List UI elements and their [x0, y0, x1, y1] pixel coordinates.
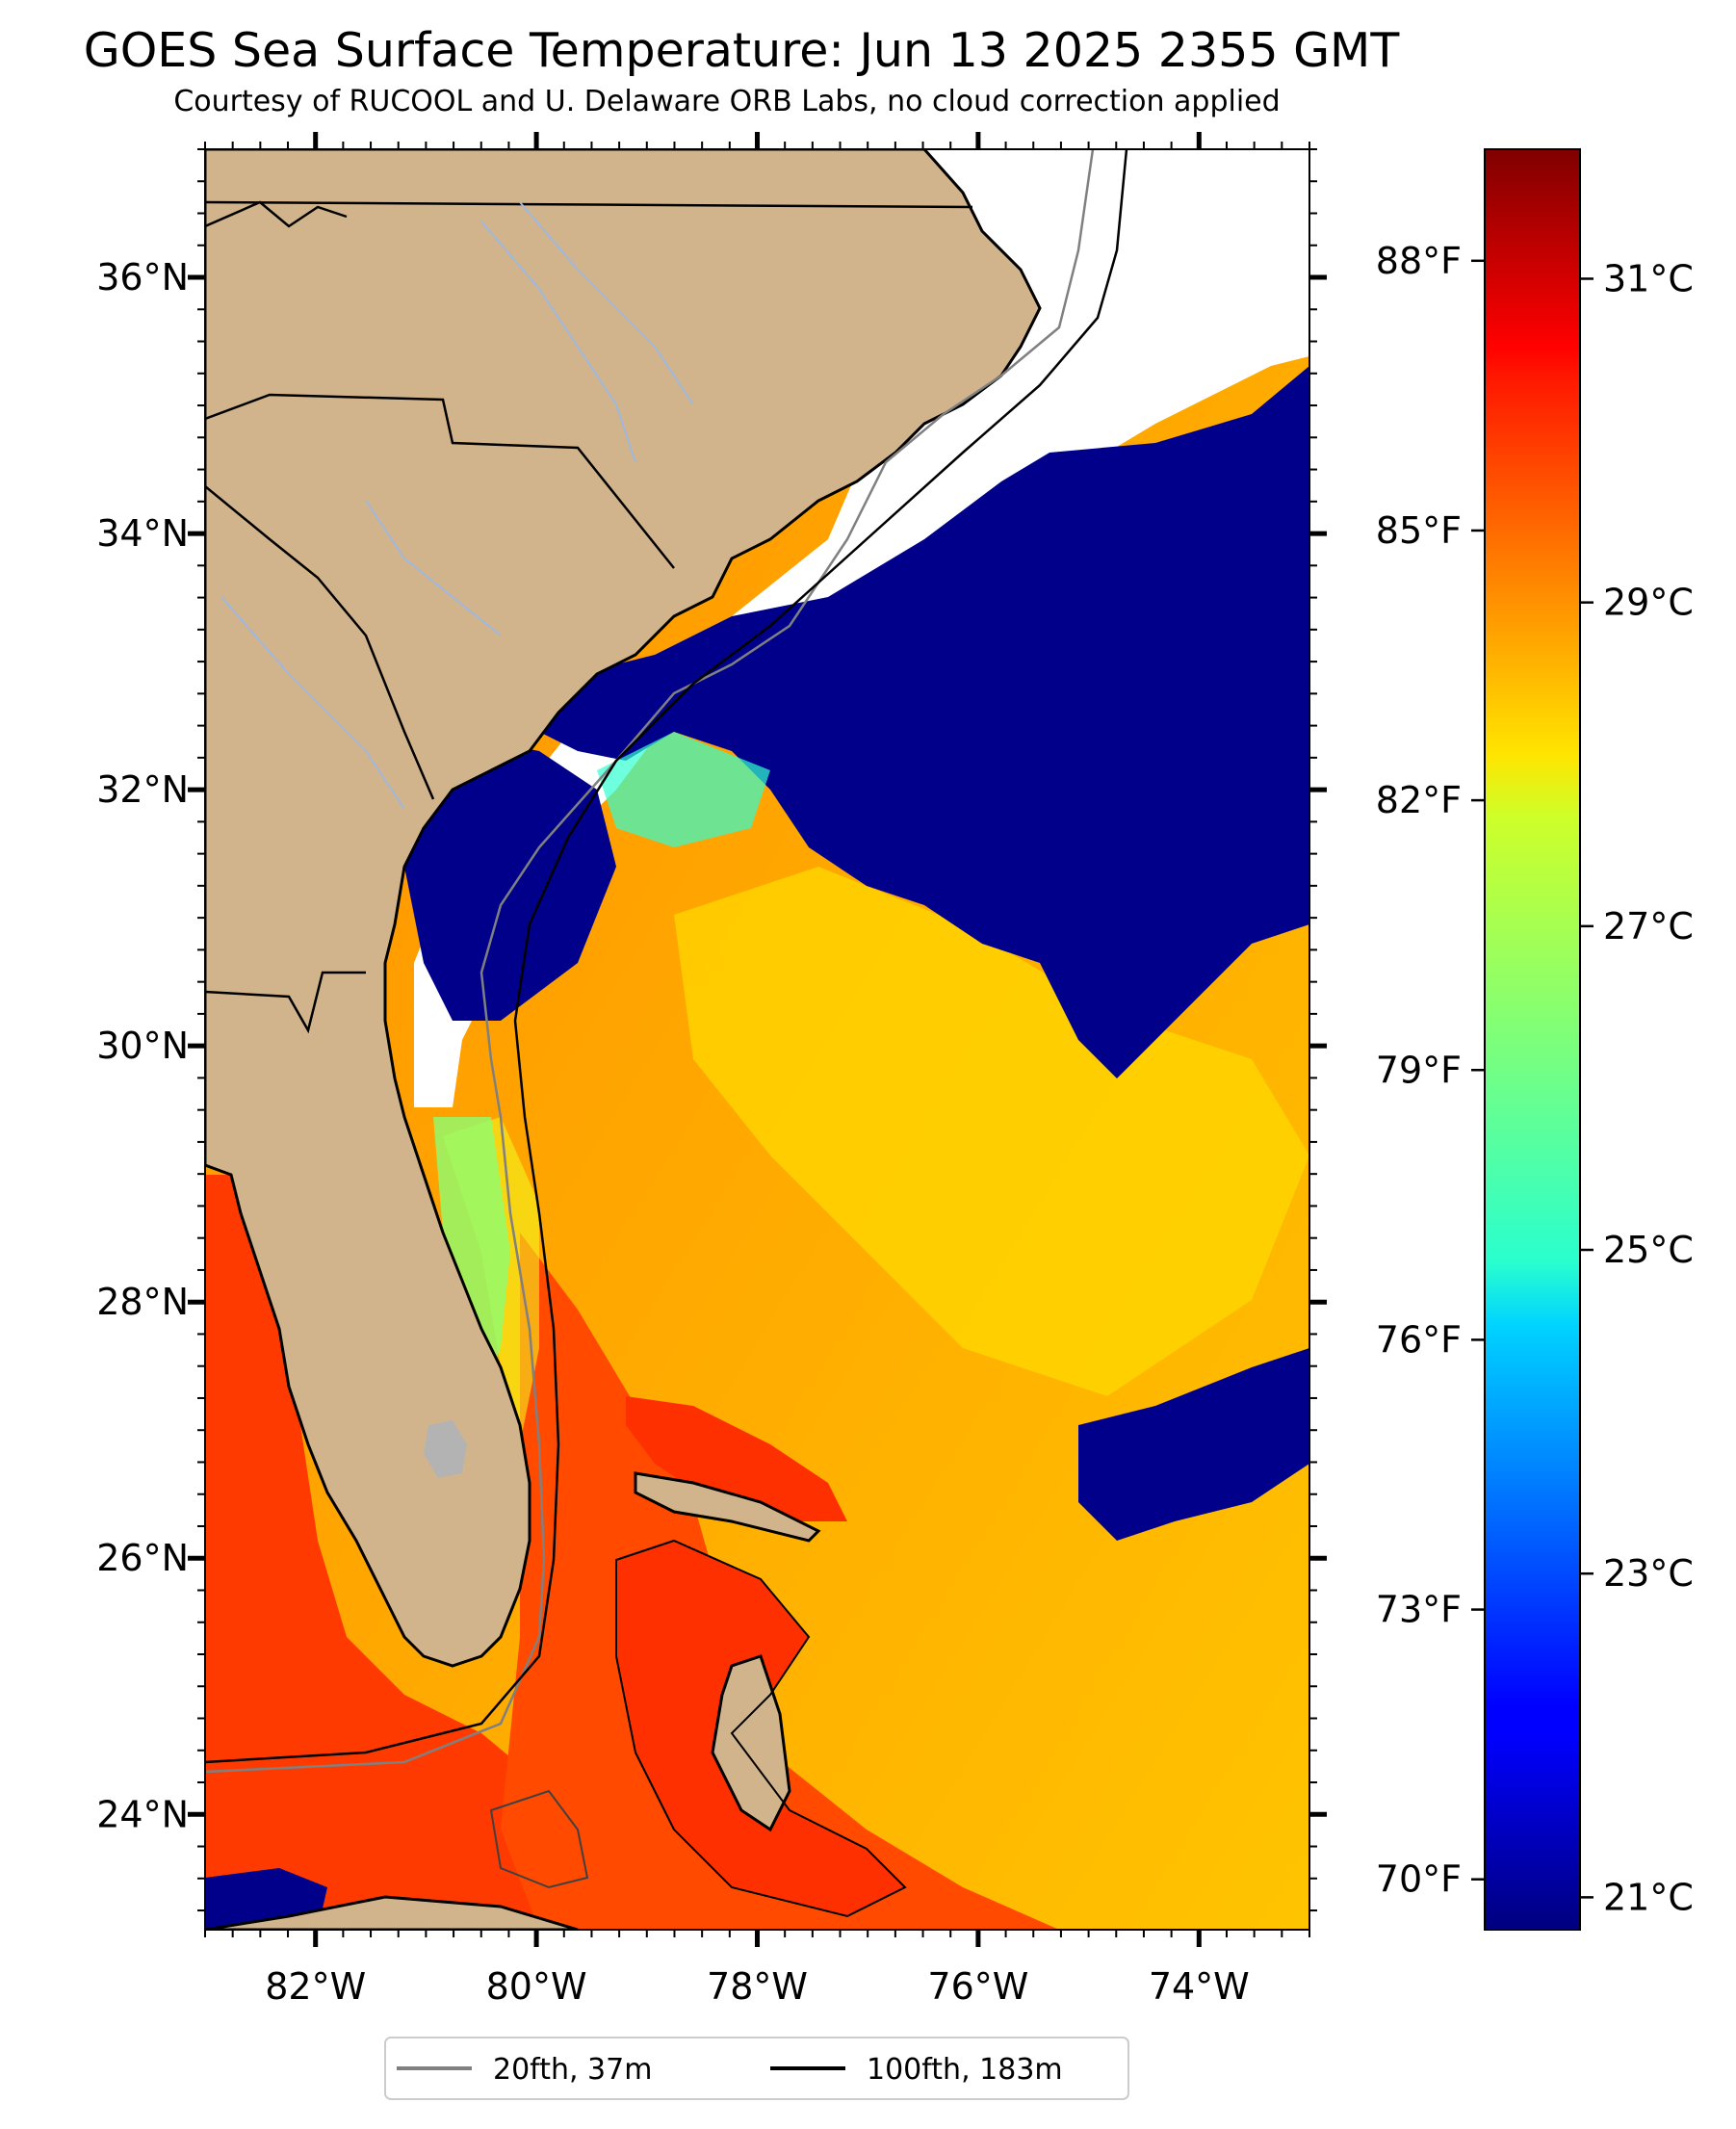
colorbar-fahrenheit-label: 82°F: [1376, 779, 1462, 821]
cloud-cover-coastal: [404, 732, 616, 1021]
land-andros: [711, 1654, 791, 1832]
sst-map: [205, 149, 1309, 1930]
colorbar-fahrenheit-ticks: 88°F 85°F 82°F 79°F 76°F 73°F 70°F: [1376, 240, 1485, 1901]
map-title: GOES Sea Surface Temperature: Jun 13 202…: [83, 23, 1400, 78]
lat-tick-label: 34°N: [96, 512, 189, 555]
colorbar-fahrenheit-label: 79°F: [1376, 1049, 1462, 1091]
colorbar: [1484, 148, 1581, 1931]
lat-tick-label: 28°N: [96, 1281, 189, 1323]
colorbar-fahrenheit-label: 88°F: [1376, 240, 1462, 282]
cloud-cover-north: [539, 366, 1309, 1078]
rivers: [220, 201, 694, 810]
colorbar-celsius-label: 21°C: [1603, 1876, 1694, 1918]
colorbar-fahrenheit-label: 85°F: [1376, 509, 1462, 552]
colorbar-celsius-label: 27°C: [1603, 905, 1694, 948]
lon-tick-label: 80°W: [486, 1965, 587, 2008]
land-us-southeast: [205, 149, 1042, 1668]
map-subtitle: Courtesy of RUCOOL and U. Delaware ORB L…: [173, 85, 1281, 118]
lon-tick-label: 82°W: [265, 1965, 366, 2008]
warm-water-bahamas-bank: [616, 1541, 905, 1916]
colorbar-fahrenheit-label: 70°F: [1376, 1858, 1462, 1901]
lat-tick-label: 36°N: [96, 256, 189, 299]
longitude-labels: 82°W 80°W 78°W 76°W 74°W: [265, 1965, 1250, 2008]
legend-label-20fth: 20fth, 37m: [493, 2053, 652, 2087]
colorbar-fahrenheit-label: 76°F: [1376, 1318, 1462, 1361]
map-ticks: [188, 132, 1327, 1947]
colorbar-celsius-label: 23°C: [1603, 1552, 1694, 1595]
contour-20fth: [205, 149, 1095, 1774]
yellow-patch-offshore: [674, 867, 1309, 1396]
state-boundaries: [205, 200, 973, 1034]
cool-water-transition: [597, 732, 770, 847]
colorbar-celsius-ticks: 31°C 29°C 27°C 25°C 23°C 21°C: [1580, 257, 1694, 1918]
cloud-cover-southeast: [1078, 1348, 1309, 1541]
colorbar-fahrenheit-label: 73°F: [1376, 1589, 1462, 1631]
colorbar-celsius-label: 31°C: [1603, 257, 1694, 299]
legend-box: [384, 2037, 1129, 2100]
colorbar-celsius-label: 25°C: [1603, 1229, 1694, 1271]
warm-water-abaco-bank: [626, 1396, 847, 1521]
lat-tick-label: 32°N: [96, 768, 189, 811]
latitude-labels: 36°N 34°N 32°N 30°N 28°N 26°N 24°N: [96, 256, 189, 1835]
lat-tick-label: 26°N: [96, 1537, 189, 1579]
contour-cay-sal-bank: [489, 1789, 589, 1889]
contour-100fth: [205, 149, 1128, 1764]
lat-tick-label: 24°N: [96, 1793, 189, 1835]
warm-water-gulf: [205, 1175, 674, 1930]
lon-tick-label: 76°W: [927, 1965, 1028, 2008]
colorbar-celsius-label: 29°C: [1603, 582, 1694, 624]
land-cuba: [205, 1895, 579, 1930]
lat-tick-label: 30°N: [96, 1025, 189, 1067]
lon-tick-label: 78°W: [707, 1965, 808, 2008]
land-grand-bahama: [634, 1471, 821, 1543]
contour-bahamas-bank: [615, 1539, 907, 1918]
legend: 20fth, 37m 100fth, 183m: [384, 2037, 1129, 2100]
cool-water-nearshore: [433, 1117, 510, 1396]
legend-label-100fth: 100fth, 183m: [867, 2053, 1063, 2087]
no-data-coastal: [414, 149, 1309, 1107]
lake-okeechobee: [424, 1420, 467, 1478]
lon-tick-label: 74°W: [1149, 1965, 1250, 2008]
